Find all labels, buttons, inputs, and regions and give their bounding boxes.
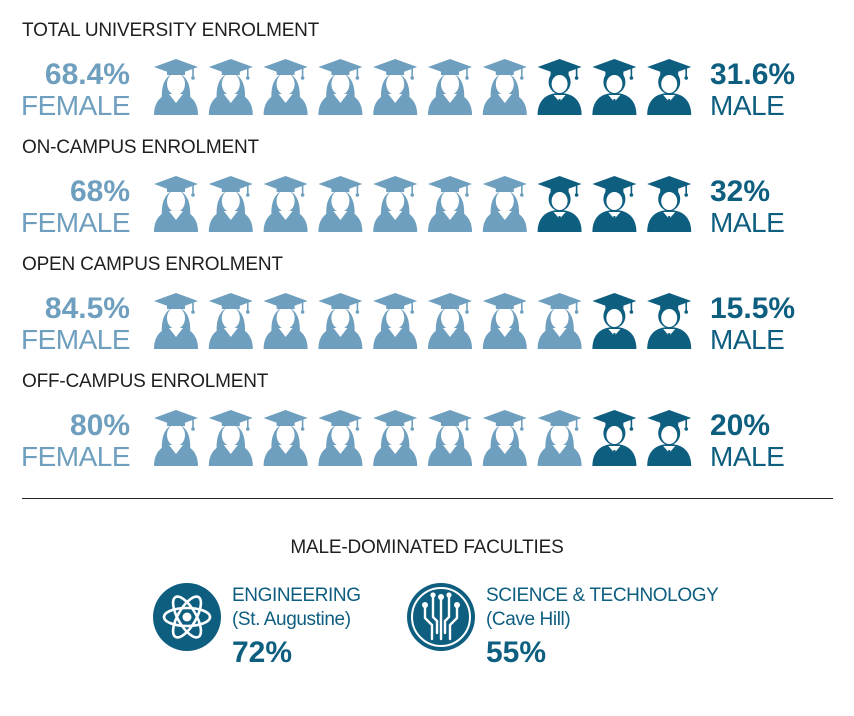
male-graduate-icon bbox=[537, 176, 582, 232]
female-graduate-icon bbox=[428, 410, 472, 466]
female-graduate-icon bbox=[537, 410, 582, 466]
female-graduate-icon bbox=[482, 410, 527, 466]
female-pct-on-campus: 68% bbox=[69, 175, 130, 208]
male-graduate-icon bbox=[537, 59, 582, 115]
male-graduate-icon bbox=[592, 410, 637, 466]
female-graduate-icon bbox=[208, 293, 253, 349]
female-graduate-icon bbox=[208, 59, 253, 115]
section-title-total: TOTAL UNIVERSITY ENROLMENT bbox=[22, 20, 320, 41]
female-graduate-icon bbox=[154, 293, 198, 349]
female-graduate-icon bbox=[208, 176, 253, 232]
female-graduate-icon bbox=[318, 293, 363, 349]
male-label-on-campus: MALE bbox=[710, 207, 785, 238]
female-graduate-icon bbox=[373, 293, 418, 349]
female-label-open-campus: FEMALE bbox=[20, 324, 131, 355]
male-graduate-icon bbox=[647, 293, 692, 349]
male-pct-total: 31.6% bbox=[710, 58, 796, 91]
female-graduate-icon bbox=[263, 176, 308, 232]
section-title-on-campus: ON-CAMPUS ENROLMENT bbox=[22, 137, 259, 158]
section-divider bbox=[22, 498, 833, 499]
male-pct-on-campus: 32% bbox=[710, 175, 771, 208]
male-label-open-campus: MALE bbox=[710, 324, 785, 355]
atom-icon bbox=[153, 583, 221, 651]
male-graduate-icon bbox=[647, 59, 692, 115]
male-label-off-campus: MALE bbox=[710, 441, 785, 472]
female-graduate-icon bbox=[373, 410, 418, 466]
female-label-total: FEMALE bbox=[20, 90, 131, 121]
section-title-open-campus: OPEN CAMPUS ENROLMENT bbox=[22, 254, 283, 275]
faculty-name-engineering: ENGINEERING bbox=[232, 585, 361, 606]
circuit-icon bbox=[407, 583, 475, 651]
male-pct-open-campus: 15.5% bbox=[710, 292, 796, 325]
male-pct-off-campus: 20% bbox=[710, 409, 771, 442]
female-pct-total: 68.4% bbox=[44, 58, 130, 91]
female-graduate-icon bbox=[482, 176, 527, 232]
female-pct-off-campus: 80% bbox=[69, 409, 130, 442]
pictogram-row-total bbox=[154, 59, 692, 115]
faculty-pct-engineering: 72% bbox=[232, 636, 293, 669]
male-graduate-icon bbox=[647, 410, 692, 466]
female-graduate-icon bbox=[318, 410, 363, 466]
pictogram-row-on-campus bbox=[154, 176, 692, 232]
female-graduate-icon bbox=[318, 59, 363, 115]
male-graduate-icon bbox=[592, 59, 637, 115]
male-label-total: MALE bbox=[710, 90, 785, 121]
female-graduate-icon bbox=[428, 293, 472, 349]
female-graduate-icon bbox=[263, 59, 308, 115]
faculty-pct-science: 55% bbox=[486, 636, 547, 669]
female-graduate-icon bbox=[537, 293, 582, 349]
faculty-name-science: SCIENCE & TECHNOLOGY bbox=[486, 585, 719, 606]
female-graduate-icon bbox=[154, 176, 198, 232]
female-graduate-icon bbox=[373, 59, 418, 115]
male-graduate-icon bbox=[647, 176, 692, 232]
female-graduate-icon bbox=[154, 410, 198, 466]
male-graduate-icon bbox=[592, 293, 637, 349]
female-label-on-campus: FEMALE bbox=[20, 207, 131, 238]
female-pct-open-campus: 84.5% bbox=[44, 292, 130, 325]
female-graduate-icon bbox=[263, 293, 308, 349]
faculties-title: MALE-DOMINATED FACULTIES bbox=[290, 537, 564, 558]
pictogram-row-open-campus bbox=[154, 293, 692, 349]
faculty-campus-science: (Cave Hill) bbox=[486, 609, 571, 630]
female-graduate-icon bbox=[208, 410, 253, 466]
female-label-off-campus: FEMALE bbox=[20, 441, 131, 472]
male-graduate-icon bbox=[592, 176, 637, 232]
section-title-off-campus: OFF-CAMPUS ENROLMENT bbox=[22, 371, 269, 392]
female-graduate-icon bbox=[428, 59, 472, 115]
female-graduate-icon bbox=[154, 59, 198, 115]
female-graduate-icon bbox=[482, 59, 527, 115]
pictogram-row-off-campus bbox=[154, 410, 692, 466]
female-graduate-icon bbox=[482, 293, 527, 349]
faculty-campus-engineering: (St. Augustine) bbox=[232, 609, 351, 630]
female-graduate-icon bbox=[428, 176, 472, 232]
female-graduate-icon bbox=[263, 410, 308, 466]
female-graduate-icon bbox=[373, 176, 418, 232]
female-graduate-icon bbox=[318, 176, 363, 232]
